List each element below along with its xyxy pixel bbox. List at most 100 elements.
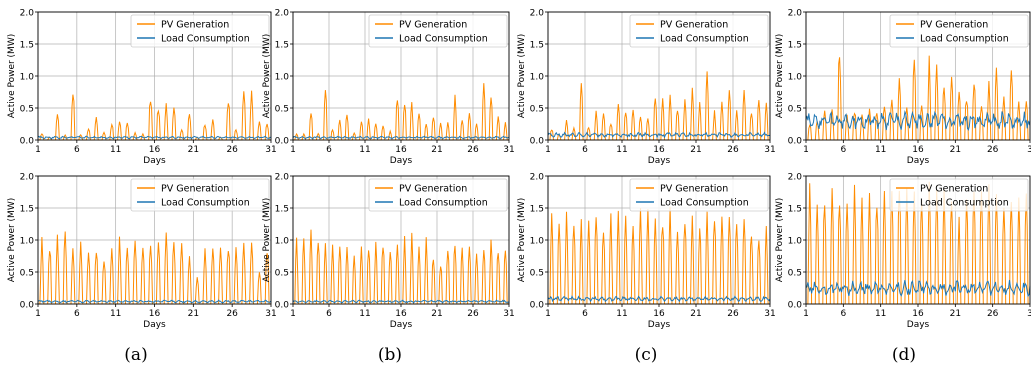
y-tick-label: 2.0 — [20, 9, 35, 19]
y-tick-label: 0.5 — [788, 105, 802, 115]
legend-label-pv: PV Generation — [660, 20, 728, 31]
x-tick-label: 26 — [226, 309, 238, 319]
x-tick-label: 31 — [764, 309, 775, 319]
x-axis-label: Days — [648, 156, 671, 166]
x-tick-label: 21 — [188, 309, 199, 319]
x-tick-label: 31 — [764, 145, 775, 155]
x-tick-label: 6 — [840, 309, 846, 319]
y-tick-label: 2.0 — [530, 9, 545, 19]
x-tick-label: 16 — [912, 309, 924, 319]
x-tick-label: 3 — [1027, 309, 1031, 319]
y-tick-label: 0.0 — [530, 301, 545, 311]
y-axis-label: Active Power (MW) — [7, 34, 17, 118]
y-tick-label: 1.5 — [788, 205, 802, 215]
y-tick-label: 0.5 — [530, 105, 544, 115]
legend-label-load: Load Consumption — [399, 34, 488, 45]
x-tick-label: 6 — [840, 145, 846, 155]
legend-label-pv: PV Generation — [399, 20, 467, 31]
series-load-consumption — [37, 135, 271, 140]
x-axis-label: Days — [143, 156, 166, 166]
x-tick-label: 1 — [545, 309, 551, 319]
legend-box — [629, 14, 769, 48]
y-tick-label: 2.0 — [530, 173, 545, 183]
x-tick-label: 31 — [503, 145, 514, 155]
legend-box — [368, 14, 508, 48]
caption-b: (b) — [377, 345, 403, 365]
x-tick-label: 11 — [110, 145, 121, 155]
legend-label-pv: PV Generation — [161, 20, 229, 31]
x-tick-label: 1 — [803, 145, 809, 155]
x-tick-label: 16 — [653, 145, 665, 155]
x-tick-label: 11 — [616, 309, 627, 319]
x-axis-label: Days — [907, 320, 930, 330]
y-tick-label: 1.5 — [20, 205, 34, 215]
y-axis-label: Active Power (MW) — [262, 198, 272, 282]
y-tick-label: 1.0 — [530, 73, 545, 83]
y-tick-label: 0.5 — [20, 105, 34, 115]
x-tick-label: 21 — [950, 309, 961, 319]
x-tick-label: 16 — [149, 309, 161, 319]
legend-label-load: Load Consumption — [660, 198, 749, 209]
legend-label-pv: PV Generation — [399, 184, 467, 195]
y-tick-label: 0.0 — [788, 301, 803, 311]
y-tick-label: 1.5 — [530, 205, 544, 215]
y-tick-label: 2.0 — [788, 173, 803, 183]
y-tick-label: 0.0 — [788, 137, 803, 147]
y-tick-label: 2.0 — [275, 9, 290, 19]
y-tick-label: 0.5 — [275, 105, 289, 115]
y-tick-label: 0.0 — [20, 137, 35, 147]
legend-box — [130, 178, 270, 212]
y-tick-label: 0.5 — [275, 269, 289, 279]
y-axis-label: Active Power (MW) — [7, 198, 17, 282]
y-tick-label: 1.0 — [20, 237, 35, 247]
x-tick-label: 21 — [431, 309, 442, 319]
legend-label-load: Load Consumption — [660, 34, 749, 45]
y-axis-label: Active Power (MW) — [775, 34, 785, 118]
y-tick-label: 1.0 — [788, 237, 803, 247]
x-tick-label: 1 — [545, 145, 551, 155]
y-tick-label: 0.0 — [275, 137, 290, 147]
x-tick-label: 31 — [265, 309, 276, 319]
caption-a: (a) — [124, 345, 148, 365]
x-tick-label: 1 — [35, 309, 41, 319]
series-load-consumption — [292, 299, 510, 304]
x-tick-label: 26 — [987, 309, 999, 319]
x-tick-label: 11 — [110, 309, 121, 319]
series-load-consumption — [547, 131, 771, 139]
x-tick-label: 1 — [290, 309, 296, 319]
x-axis-label: Days — [143, 320, 166, 330]
x-axis-label: Days — [648, 320, 671, 330]
legend-label-load: Load Consumption — [161, 198, 250, 209]
x-tick-label: 3 — [1027, 145, 1031, 155]
x-tick-label: 21 — [690, 145, 701, 155]
y-tick-label: 1.5 — [275, 41, 289, 51]
x-axis-label: Days — [390, 156, 413, 166]
x-tick-label: 21 — [690, 309, 701, 319]
y-tick-label: 1.0 — [20, 73, 35, 83]
x-tick-label: 26 — [467, 145, 479, 155]
x-tick-label: 16 — [149, 145, 161, 155]
x-tick-label: 16 — [653, 309, 665, 319]
y-tick-label: 1.5 — [20, 41, 34, 51]
y-axis-label: Active Power (MW) — [517, 34, 527, 118]
y-tick-label: 2.0 — [20, 173, 35, 183]
y-tick-label: 0.5 — [20, 269, 34, 279]
series-load-consumption — [805, 279, 1031, 298]
legend-label-load: Load Consumption — [920, 34, 1009, 45]
legend-label-load: Load Consumption — [920, 198, 1009, 209]
x-tick-label: 6 — [74, 309, 80, 319]
x-tick-label: 11 — [359, 309, 370, 319]
x-axis-label: Days — [907, 156, 930, 166]
x-tick-label: 11 — [875, 309, 886, 319]
y-tick-label: 1.5 — [788, 41, 802, 51]
x-tick-label: 26 — [727, 145, 739, 155]
y-tick-label: 1.0 — [788, 73, 803, 83]
